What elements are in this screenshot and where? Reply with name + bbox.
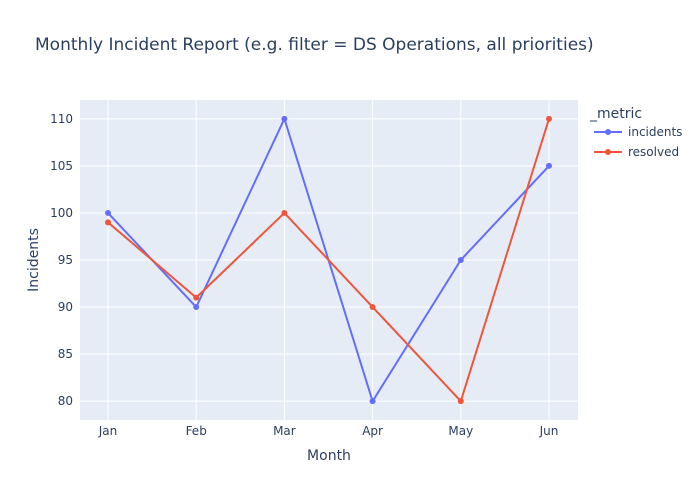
data-point-resolved xyxy=(281,209,288,216)
x-tick-labels: Jan Feb Mar Apr May Jun xyxy=(98,424,559,438)
legend-title: _metric xyxy=(589,106,642,122)
data-point-resolved xyxy=(193,294,200,301)
legend-marker-incidents xyxy=(605,129,611,135)
legend-item-resolved: resolved xyxy=(594,145,679,159)
x-tick-label: Feb xyxy=(186,424,207,438)
data-point-incidents xyxy=(281,115,288,122)
data-point-resolved xyxy=(457,398,464,405)
y-axis-title: Incidents xyxy=(26,228,42,292)
x-tick-label: May xyxy=(448,424,473,438)
y-tick-label: 80 xyxy=(58,394,73,408)
series-layer xyxy=(105,115,552,405)
data-point-incidents xyxy=(369,398,376,405)
series-line-resolved xyxy=(107,118,550,403)
y-tick-label: 95 xyxy=(58,253,73,267)
legend-label-resolved: resolved xyxy=(628,145,679,159)
data-point-resolved xyxy=(369,304,376,311)
x-tick-label: Jan xyxy=(98,424,118,438)
y-tick-labels: 80 85 90 95 100 105 110 xyxy=(50,112,73,408)
y-tick-label: 90 xyxy=(58,300,73,314)
x-tick-label: Mar xyxy=(273,424,296,438)
data-point-incidents xyxy=(193,304,200,311)
data-point-resolved xyxy=(105,219,111,226)
y-gridlines xyxy=(80,118,578,402)
data-point-incidents xyxy=(457,257,464,263)
data-point-resolved xyxy=(546,115,552,122)
series-resolved xyxy=(105,115,552,405)
x-axis-title: Month xyxy=(307,448,351,464)
legend: _metric incidents resolved xyxy=(589,106,682,159)
legend-label-incidents: incidents xyxy=(628,125,682,139)
x-tick-label: Jun xyxy=(539,424,559,438)
y-tick-label: 100 xyxy=(50,206,73,220)
data-point-incidents xyxy=(546,162,552,169)
y-tick-label: 105 xyxy=(50,159,73,173)
chart-title: Monthly Incident Report (e.g. filter = D… xyxy=(35,35,594,55)
y-tick-label: 110 xyxy=(50,112,73,126)
legend-item-incidents: incidents xyxy=(594,125,682,139)
y-tick-label: 85 xyxy=(58,347,73,361)
legend-marker-resolved xyxy=(605,149,611,155)
data-point-incidents xyxy=(105,209,111,216)
x-gridlines xyxy=(107,100,550,420)
x-tick-label: Apr xyxy=(362,424,383,438)
